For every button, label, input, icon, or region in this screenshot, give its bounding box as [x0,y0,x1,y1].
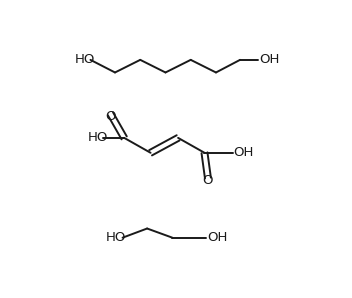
Text: HO: HO [87,131,108,144]
Text: OH: OH [259,53,280,66]
Text: O: O [105,110,116,122]
Text: OH: OH [207,231,227,244]
Text: HO: HO [74,53,95,66]
Text: O: O [203,174,213,187]
Text: OH: OH [233,146,253,159]
Text: HO: HO [106,231,126,244]
